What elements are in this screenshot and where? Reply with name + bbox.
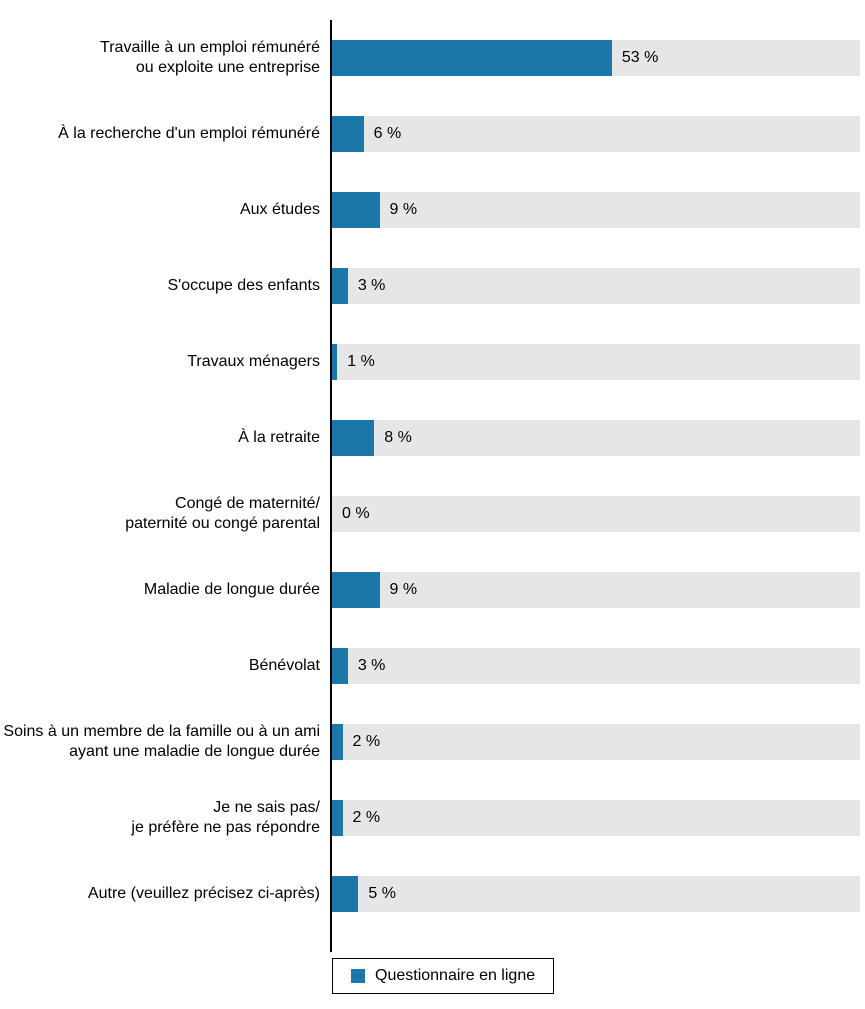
category-label: Travaux ménagers <box>0 352 330 372</box>
legend-label: Questionnaire en ligne <box>375 967 535 985</box>
bar-area: 9 % <box>332 552 865 628</box>
bar-track: 2 % <box>332 724 860 760</box>
chart-row: Travaille à un emploi rémunéréou exploit… <box>0 20 865 96</box>
bar-value-label: 5 % <box>368 885 396 903</box>
bar-value-label: 3 % <box>358 657 386 675</box>
chart-row: À la retraite 8 % <box>0 400 865 476</box>
bar-fill <box>332 40 612 76</box>
chart-row: À la recherche d'un emploi rémunéré 6 % <box>0 96 865 172</box>
bar-area: 1 % <box>332 324 865 400</box>
chart-row: Je ne sais pas/je préfère ne pas répondr… <box>0 780 865 856</box>
chart-row: Travaux ménagers 1 % <box>0 324 865 400</box>
chart-row: Soins à un membre de la famille ou à un … <box>0 704 865 780</box>
bar-chart: Travaille à un emploi rémunéréou exploit… <box>0 20 865 952</box>
bar-area: 2 % <box>332 780 865 856</box>
bar-value-label: 0 % <box>342 505 370 523</box>
category-label: Travaille à un emploi rémunéréou exploit… <box>0 38 330 78</box>
bar-value-label: 8 % <box>384 429 412 447</box>
bar-fill <box>332 116 364 152</box>
bar-area: 5 % <box>332 856 865 932</box>
bar-value-label: 3 % <box>358 277 386 295</box>
bar-track: 9 % <box>332 572 860 608</box>
category-label: Aux études <box>0 200 330 220</box>
axis-extension <box>330 932 332 952</box>
bar-area: 8 % <box>332 400 865 476</box>
bar-value-label: 9 % <box>390 201 418 219</box>
bar-area: 0 % <box>332 476 865 552</box>
bar-area: 2 % <box>332 704 865 780</box>
bar-fill <box>332 876 358 912</box>
category-label: À la recherche d'un emploi rémunéré <box>0 124 330 144</box>
bar-fill <box>332 192 380 228</box>
category-label: Bénévolat <box>0 656 330 676</box>
bar-fill <box>332 344 337 380</box>
category-label: Congé de maternité/paternité ou congé pa… <box>0 494 330 534</box>
bar-value-label: 2 % <box>353 809 381 827</box>
bar-track: 0 % <box>332 496 860 532</box>
bar-fill <box>332 420 374 456</box>
bar-fill <box>332 800 343 836</box>
legend-swatch <box>351 969 365 983</box>
bar-fill <box>332 572 380 608</box>
bar-track: 3 % <box>332 648 860 684</box>
bar-area: 3 % <box>332 248 865 324</box>
bar-fill <box>332 724 343 760</box>
bar-value-label: 1 % <box>347 353 375 371</box>
bar-fill <box>332 268 348 304</box>
bar-fill <box>332 648 348 684</box>
chart-row: Bénévolat 3 % <box>0 628 865 704</box>
chart-row: Maladie de longue durée 9 % <box>0 552 865 628</box>
bar-track: 6 % <box>332 116 860 152</box>
chart-row: S'occupe des enfants 3 % <box>0 248 865 324</box>
chart-row: Congé de maternité/paternité ou congé pa… <box>0 476 865 552</box>
bar-track: 2 % <box>332 800 860 836</box>
bar-value-label: 2 % <box>353 733 381 751</box>
category-label: S'occupe des enfants <box>0 276 330 296</box>
category-label: Maladie de longue durée <box>0 580 330 600</box>
bar-value-label: 6 % <box>374 125 402 143</box>
chart-legend: Questionnaire en ligne <box>332 958 554 994</box>
chart-row: Aux études 9 % <box>0 172 865 248</box>
bar-value-label: 53 % <box>622 49 658 67</box>
category-label: Soins à un membre de la famille ou à un … <box>0 722 330 762</box>
bar-track: 9 % <box>332 192 860 228</box>
bar-track: 3 % <box>332 268 860 304</box>
category-label: Autre (veuillez précisez ci-après) <box>0 884 330 904</box>
bar-track: 53 % <box>332 40 860 76</box>
category-label: Je ne sais pas/je préfère ne pas répondr… <box>0 798 330 838</box>
bar-track: 8 % <box>332 420 860 456</box>
bar-value-label: 9 % <box>390 581 418 599</box>
bar-area: 6 % <box>332 96 865 172</box>
category-label: À la retraite <box>0 428 330 448</box>
chart-row: Autre (veuillez précisez ci-après) 5 % <box>0 856 865 932</box>
bar-track: 1 % <box>332 344 860 380</box>
bar-area: 53 % <box>332 20 865 96</box>
bar-area: 3 % <box>332 628 865 704</box>
bar-track: 5 % <box>332 876 860 912</box>
bar-area: 9 % <box>332 172 865 248</box>
